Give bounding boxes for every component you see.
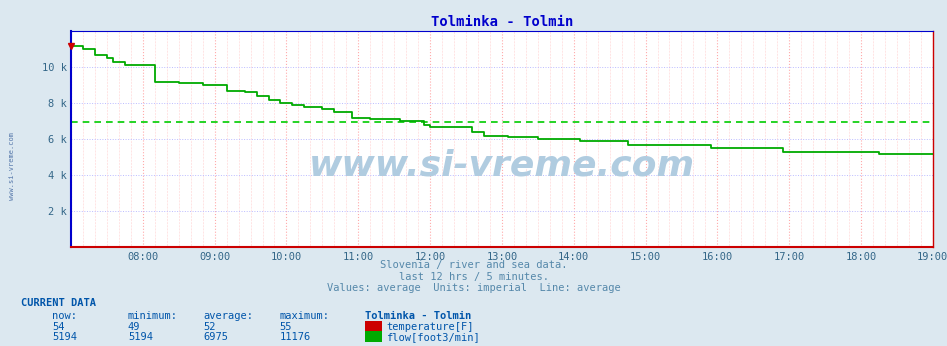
Text: last 12 hrs / 5 minutes.: last 12 hrs / 5 minutes. bbox=[399, 272, 548, 282]
Text: 11176: 11176 bbox=[279, 332, 311, 342]
Text: now:: now: bbox=[52, 311, 77, 321]
Text: 49: 49 bbox=[128, 322, 140, 332]
Text: maximum:: maximum: bbox=[279, 311, 330, 321]
Text: average:: average: bbox=[204, 311, 254, 321]
Text: flow[foot3/min]: flow[foot3/min] bbox=[386, 332, 480, 342]
Text: temperature[F]: temperature[F] bbox=[386, 322, 474, 332]
Text: 5194: 5194 bbox=[52, 332, 77, 342]
Text: www.si-vreme.com: www.si-vreme.com bbox=[309, 148, 695, 182]
Text: 52: 52 bbox=[204, 322, 216, 332]
Text: 55: 55 bbox=[279, 322, 292, 332]
Text: Tolminka - Tolmin: Tolminka - Tolmin bbox=[365, 311, 471, 321]
Text: www.si-vreme.com: www.si-vreme.com bbox=[9, 132, 15, 200]
Text: 5194: 5194 bbox=[128, 332, 152, 342]
Text: CURRENT DATA: CURRENT DATA bbox=[21, 298, 96, 308]
Text: Slovenia / river and sea data.: Slovenia / river and sea data. bbox=[380, 260, 567, 270]
Text: minimum:: minimum: bbox=[128, 311, 178, 321]
Text: 54: 54 bbox=[52, 322, 64, 332]
Title: Tolminka - Tolmin: Tolminka - Tolmin bbox=[431, 15, 573, 29]
Text: Values: average  Units: imperial  Line: average: Values: average Units: imperial Line: av… bbox=[327, 283, 620, 293]
Text: 6975: 6975 bbox=[204, 332, 228, 342]
